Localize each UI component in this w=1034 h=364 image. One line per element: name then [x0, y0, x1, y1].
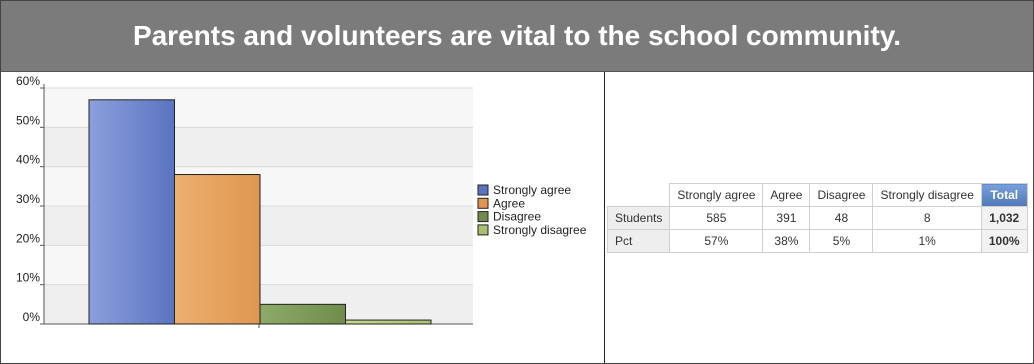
table-row: Pct 57% 38% 5% 1% 100%	[606, 229, 1028, 253]
row-header-students: Students	[606, 206, 671, 230]
y-tick-label: 20%	[16, 231, 40, 245]
y-tick-label: 40%	[16, 153, 40, 167]
table-cell: 57%	[669, 229, 764, 253]
y-tick-label: 30%	[16, 192, 40, 206]
col-header-agree: Agree	[762, 183, 811, 207]
table-row: Students 585 391 48 8 1,032	[606, 206, 1028, 230]
col-header-strongly-disagree: Strongly disagree	[872, 183, 982, 207]
legend-label: Disagree	[493, 210, 541, 224]
y-tick-label: 50%	[16, 113, 40, 127]
y-tick-label: 60%	[16, 74, 40, 88]
bar-strongly-agree	[88, 99, 175, 325]
table-cell: 38%	[762, 229, 811, 253]
y-tick-label: 10%	[16, 271, 40, 285]
legend-label: Strongly disagree	[493, 223, 587, 237]
page-title: Parents and volunteers are vital to the …	[132, 20, 902, 51]
legend-label: Strongly agree	[493, 183, 571, 197]
title-banner: Parents and volunteers are vital to the …	[1, 1, 1033, 72]
legend-swatch	[477, 184, 489, 196]
legend-swatch	[477, 197, 489, 209]
summary-table-wrap: Strongly agree Agree Disagree Strongly d…	[606, 183, 1028, 253]
y-tick-label: 0%	[23, 310, 41, 324]
bar-agree	[174, 174, 261, 325]
bar-disagree	[259, 303, 346, 325]
col-header-total: Total	[980, 183, 1028, 207]
table-cell: 5%	[809, 229, 874, 253]
table-cell-total: 100%	[980, 229, 1028, 253]
panel-divider	[604, 72, 605, 363]
table-cell: 1%	[872, 229, 982, 253]
table-header-row: Strongly agree Agree Disagree Strongly d…	[607, 183, 1028, 207]
table-corner	[607, 183, 671, 207]
legend-swatch	[477, 211, 489, 223]
bar-chart: 0% 10% 20% 30% 40% 50% 60% Strongly agreeAgreeD…	[16, 74, 587, 328]
col-header-disagree: Disagree	[809, 183, 874, 207]
table-cell: 8	[872, 206, 982, 230]
row-header-pct: Pct	[606, 229, 671, 253]
summary-table: Strongly agree Agree Disagree Strongly d…	[606, 183, 1028, 253]
table-cell: 585	[669, 206, 764, 230]
bar-strongly-disagree	[345, 319, 432, 325]
table-cell-total: 1,032	[980, 206, 1028, 230]
table-cell: 391	[762, 206, 811, 230]
legend-label: Agree	[493, 196, 525, 210]
legend-swatch	[477, 224, 489, 236]
table-cell: 48	[809, 206, 874, 230]
col-header-strongly-agree: Strongly agree	[669, 183, 764, 207]
